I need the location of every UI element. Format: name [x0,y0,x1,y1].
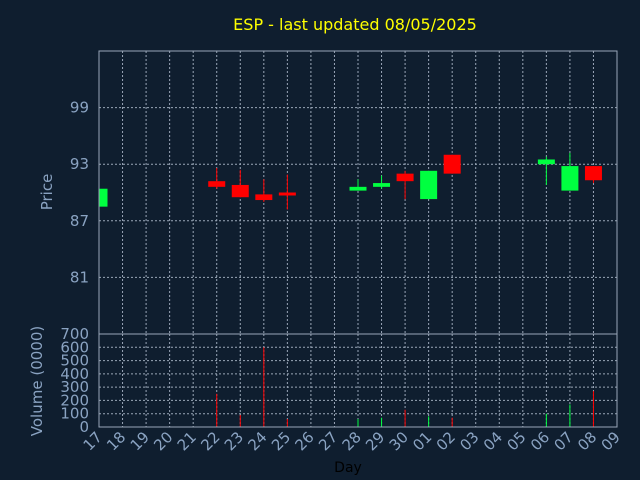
x-tick-label: 19 [127,428,153,454]
candle-body-07 [561,166,579,191]
price-axis-ticks: 81 87 93 99 [70,99,89,287]
candle-body-06 [537,159,555,165]
chart-title: ESP - last updated 08/05/2025 [233,15,477,34]
volume-tick-label: 600 [60,338,89,356]
x-tick-label: 09 [598,428,624,454]
volume-tick-label: 100 [60,405,89,423]
volume-tick-label: 200 [60,391,89,409]
volume-panel-grid [98,333,618,428]
candle-body-02 [443,154,461,174]
price-panel-grid [98,51,618,334]
x-tick-label: 22 [197,428,223,454]
candle-body-28 [349,186,367,191]
x-tick-label: 23 [221,428,247,454]
x-tick-label: 28 [339,428,365,454]
x-tick-label: 26 [292,428,318,454]
candle-body-29 [373,183,391,187]
x-tick-label: 25 [268,428,294,454]
price-tick-label: 93 [70,155,89,173]
price-tick-label: 87 [70,212,89,230]
x-tick-label: 29 [362,428,388,454]
x-tick-label: 05 [503,428,529,454]
x-tick-label: 08 [574,428,600,454]
x-tick-label: 04 [480,428,506,454]
volume-tick-label: 500 [60,352,89,370]
x-tick-label: 07 [551,428,577,454]
candle-body-17 [99,188,108,207]
price-tick-label: 99 [70,99,89,117]
x-tick-label: 21 [174,428,200,454]
candle-body-22 [208,181,226,187]
x-tick-label: 03 [456,428,482,454]
x-tick-label: 24 [244,428,270,454]
price-tick-label: 81 [70,268,89,286]
candle-body-01 [420,170,438,200]
x-tick-label: 30 [386,428,412,454]
volume-tick-label: 700 [60,325,89,343]
x-tick-label: 20 [150,428,176,454]
candle-body-25 [278,192,296,196]
x-axis-ticks: 1718192021222324252627282930010203040506… [80,428,624,454]
candles [98,152,602,210]
volume-axis-label: Volume (0000) [28,326,46,436]
x-axis-label: Day [334,460,362,476]
candle-body-24 [255,194,273,201]
price-axis-label: Price [38,174,56,211]
volume-bars [216,347,594,427]
volume-tick-label: 300 [60,378,89,396]
x-tick-label: 01 [409,428,435,454]
volume-panel-frame [98,333,618,428]
volume-tick-label: 400 [60,365,89,383]
x-tick-label: 18 [103,428,129,454]
candle-body-08 [584,166,602,181]
candle-body-23 [231,184,249,198]
candle-body-30 [396,173,414,182]
x-tick-label: 02 [433,428,459,454]
x-tick-label: 06 [527,428,553,454]
x-tick-label: 27 [315,428,341,454]
volume-tick-label: 0 [79,418,89,436]
